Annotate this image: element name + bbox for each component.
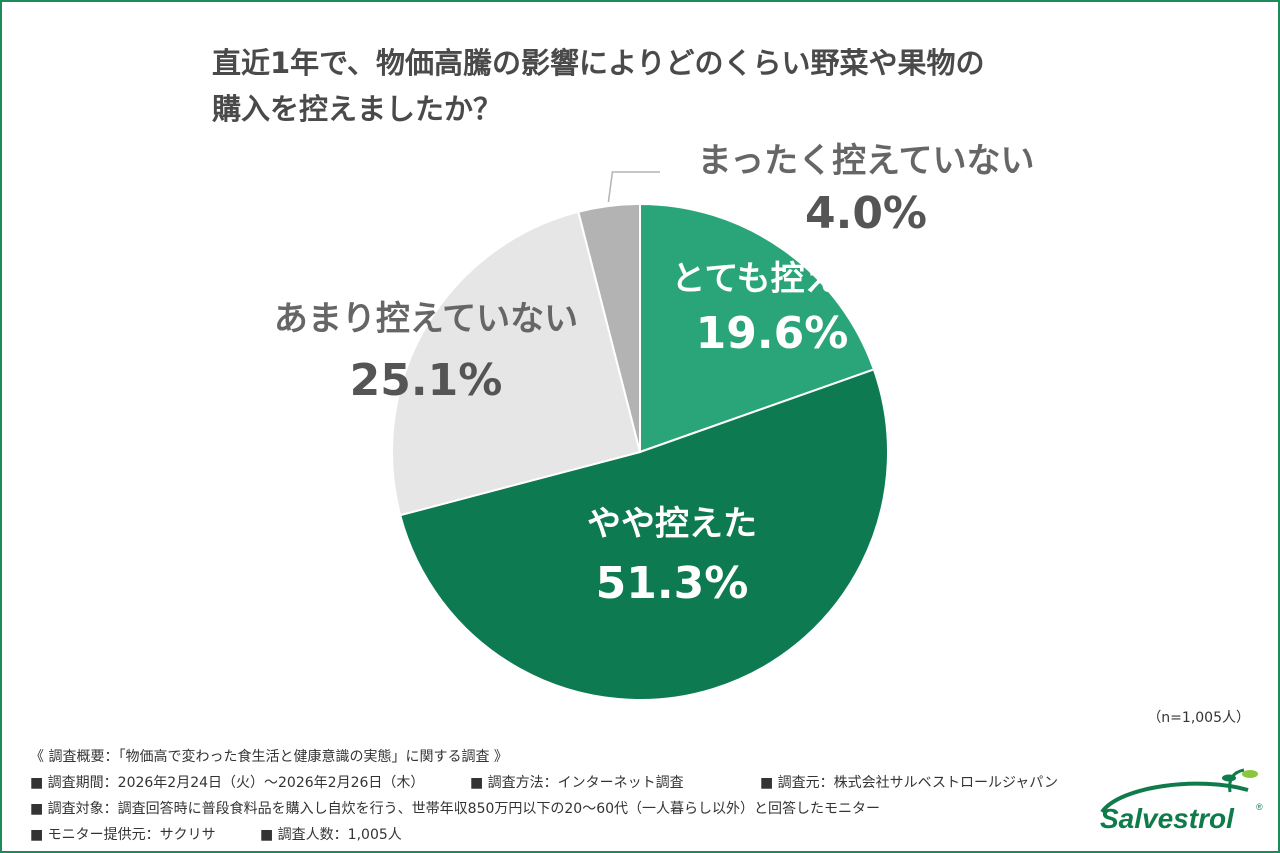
logo-registered-mark: ®	[1256, 802, 1263, 812]
leader-line	[607, 171, 660, 203]
logo-leaf-right	[1242, 770, 1258, 778]
survey-period: ■ 調査期間：2026年2月24日（火）〜2026年2月26日（木）	[30, 775, 425, 791]
slice-value-label: 25.1%	[350, 355, 503, 406]
survey-target: ■ 調査対象：調査回答時に普段食料品を購入し自炊を行う、世帯年収850万円以下の…	[30, 801, 881, 817]
salvestrol-logo: Salvestrol ®	[1100, 768, 1263, 834]
title-line-1: 直近1年で、物価高騰の影響によりどのくらい野菜や果物の	[212, 46, 985, 80]
slice-value-label: 51.3%	[596, 558, 749, 609]
sample-size: （n=1,005人）	[1147, 710, 1250, 726]
survey-provider: ■ モニター提供元：サクリサ	[30, 827, 216, 843]
pie-slice	[577, 202, 641, 453]
survey-method: ■ 調査方法：インターネット調査	[470, 775, 684, 791]
survey-count: ■ 調査人数：1,005人	[260, 827, 402, 843]
title-line-2: 購入を控えましたか？	[212, 92, 503, 126]
slice-value-label: 19.6%	[696, 308, 849, 359]
pie-slice	[391, 210, 642, 517]
logo-leaf-left	[1222, 774, 1236, 782]
slice-label: やや控えた	[587, 504, 757, 544]
survey-organizer: ■ 調査元：株式会社サルベストロールジャパン	[760, 775, 1058, 791]
survey-heading: 《 調査概要：「物価高で変わった食生活と健康意識の実態」に関する調査 》	[30, 749, 508, 765]
chart-title: 直近1年で、物価高騰の影響によりどのくらい野菜や果物の 購入を控えましたか？	[212, 40, 1112, 132]
pie-slice	[398, 368, 889, 701]
slice-label: まったく控えていない	[698, 141, 1035, 181]
slice-value-label: 4.0%	[805, 188, 927, 239]
slice-label: とても控えた	[671, 259, 872, 299]
logo-wordmark: Salvestrol	[1100, 803, 1235, 834]
slice-label: あまり控えていない	[274, 299, 578, 339]
